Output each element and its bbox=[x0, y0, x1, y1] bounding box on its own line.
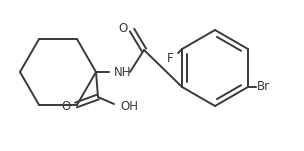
Text: NH: NH bbox=[114, 66, 132, 79]
Text: OH: OH bbox=[120, 101, 138, 114]
Text: F: F bbox=[167, 53, 173, 66]
Text: O: O bbox=[62, 101, 71, 114]
Text: O: O bbox=[119, 22, 128, 35]
Text: Br: Br bbox=[257, 80, 270, 93]
